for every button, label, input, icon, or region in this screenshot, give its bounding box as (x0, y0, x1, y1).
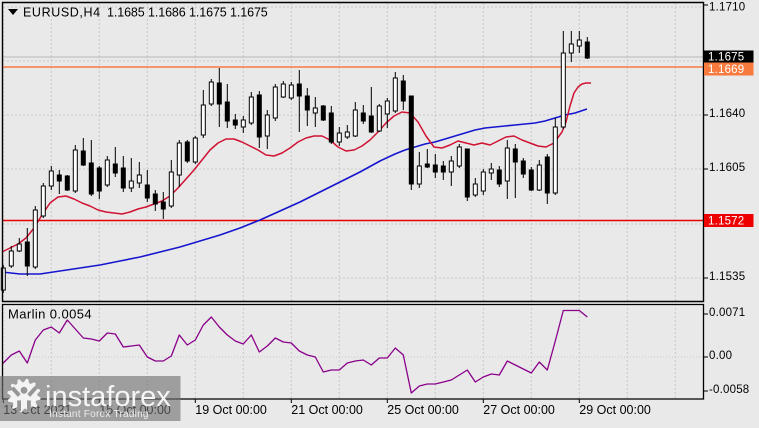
svg-text:-0.0058: -0.0058 (709, 384, 749, 396)
svg-text:1.1535: 1.1535 (709, 271, 745, 283)
svg-text:1.1669: 1.1669 (708, 64, 744, 76)
svg-text:1.1710: 1.1710 (709, 2, 745, 14)
svg-text:Marlin 0.0054: Marlin 0.0054 (8, 307, 92, 322)
svg-text:19 Oct 00:00: 19 Oct 00:00 (195, 403, 267, 417)
svg-text:Instant Forex Trading: Instant Forex Trading (49, 409, 149, 420)
svg-text:EURUSD,H4: EURUSD,H4 (23, 6, 101, 20)
svg-text:1.1640: 1.1640 (709, 108, 745, 120)
svg-text:27 Oct 00:00: 27 Oct 00:00 (483, 403, 555, 417)
svg-text:1.1605: 1.1605 (709, 162, 745, 174)
svg-text:25 Oct 00:00: 25 Oct 00:00 (387, 403, 459, 417)
svg-text:instaforex: instaforex (45, 381, 171, 413)
svg-text:1.1572: 1.1572 (708, 216, 744, 228)
svg-text:0.0071: 0.0071 (709, 307, 745, 319)
svg-text:21 Oct 00:00: 21 Oct 00:00 (291, 403, 363, 417)
svg-text:1.1685 1.1686 1.1675 1.1675: 1.1685 1.1686 1.1675 1.1675 (107, 6, 268, 20)
svg-text:1.1675: 1.1675 (708, 52, 744, 64)
svg-text:29 Oct 00:00: 29 Oct 00:00 (579, 403, 651, 417)
svg-text:0.00: 0.00 (709, 350, 732, 362)
